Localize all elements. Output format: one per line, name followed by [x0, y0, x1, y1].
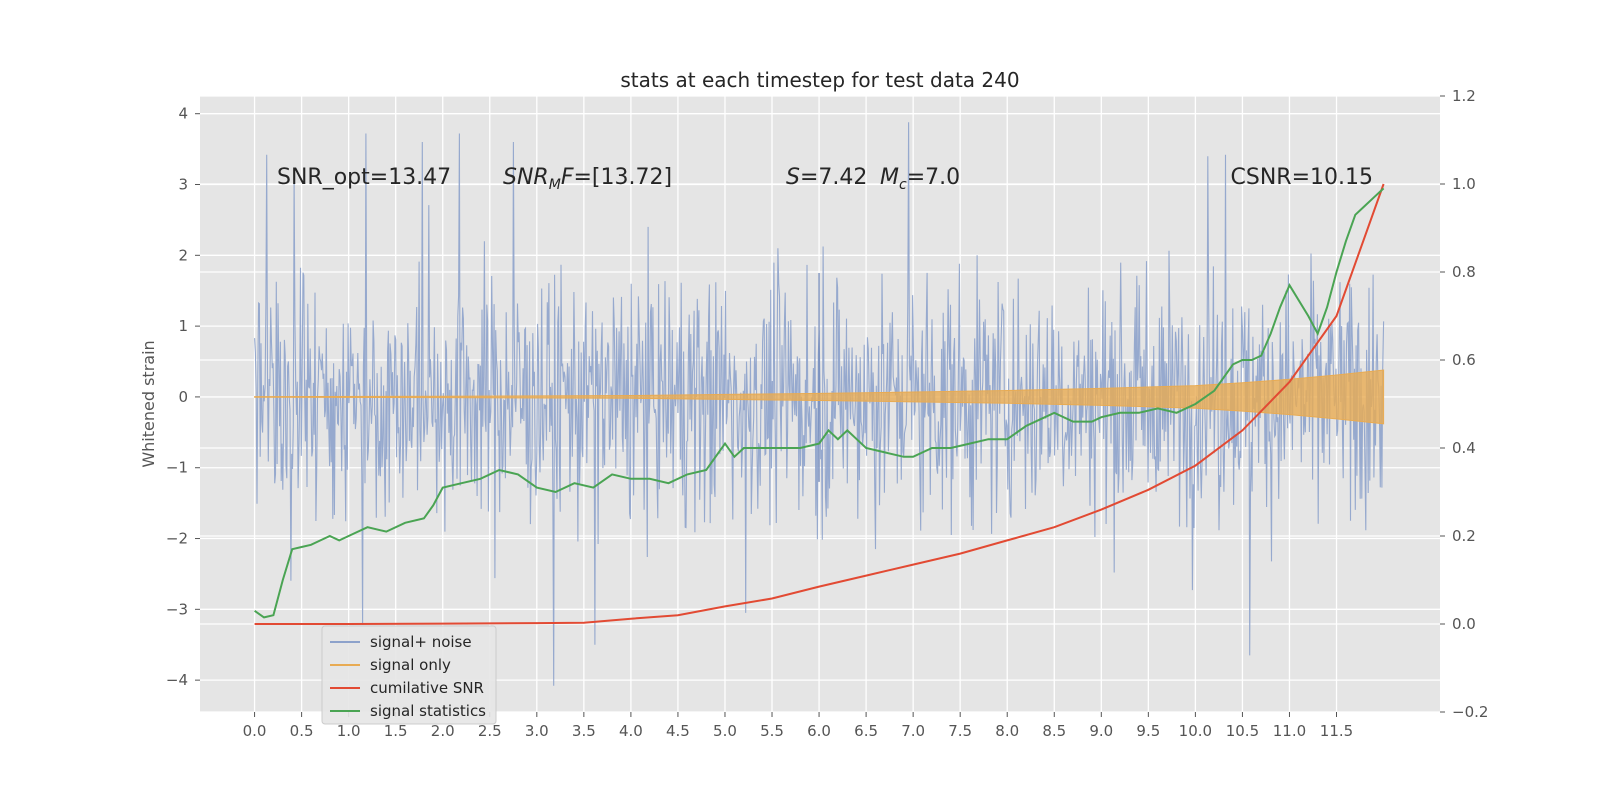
- signal-statistics-line: [254, 187, 1385, 619]
- y2-tick-label: 0.6: [1452, 351, 1476, 369]
- x-tick-label: 2.0: [431, 722, 455, 740]
- x-tick-label: 1.0: [337, 722, 361, 740]
- x-tick-label: 5.0: [713, 722, 737, 740]
- signal-noise-series: [254, 122, 1385, 686]
- x-tick-label: 6.5: [854, 722, 878, 740]
- x-tick-label: 10.5: [1226, 722, 1259, 740]
- x-axis: 0.0 0.5 1.0 1.5 2.0 2.5 3.0 3.5 4.0 4.5 5.0 5.5 6.0 6…: [243, 712, 1353, 740]
- x-tick-label: 11.0: [1273, 722, 1306, 740]
- signal-only-envelope: [254, 369, 1385, 425]
- y-tick-label: 4: [178, 105, 188, 123]
- annotation-s-value: =7.42: [800, 165, 867, 190]
- annotation-snr-mf-base: SNR: [503, 165, 549, 190]
- cumulative-snr-line: [254, 183, 1385, 625]
- y-axis-left: 4 3 2 1 0 −1 −2 −3 −4: [166, 105, 200, 689]
- signal-statistics-series: [254, 187, 1385, 619]
- x-tick-label: 0.5: [290, 722, 314, 740]
- x-tick-label: 4.0: [619, 722, 643, 740]
- y2-tick-label: 0.2: [1452, 527, 1476, 545]
- cumulative-snr-series: [254, 183, 1385, 625]
- x-tick-label: 2.5: [478, 722, 502, 740]
- chart-title: stats at each timestep for test data 240: [620, 68, 1019, 92]
- y-tick-label: 3: [178, 176, 188, 194]
- annotation-snr-mf-f: F: [561, 165, 574, 190]
- x-tick-label: 7.0: [901, 722, 925, 740]
- annotation-s-var: S: [786, 165, 800, 190]
- y-tick-label: −4: [166, 671, 188, 689]
- y2-tick-label: −0.2: [1452, 703, 1488, 721]
- x-tick-label: 7.5: [948, 722, 972, 740]
- annotation-snr-mf-sub: M: [549, 177, 561, 193]
- legend: signal+ noise signal only cumilative SNR si…: [321, 625, 497, 725]
- annotation-snr-opt: SNR_opt=13.47: [277, 165, 451, 190]
- x-tick-label: 1.5: [384, 722, 408, 740]
- annotation-snr-mf-rest: =[13.72]: [573, 165, 672, 190]
- annotation-mc-value: =7.0: [907, 165, 960, 190]
- legend-label: signal statistics: [370, 702, 486, 720]
- x-tick-label: 3.5: [572, 722, 596, 740]
- x-tick-label: 8.5: [1042, 722, 1066, 740]
- legend-label: cumilative SNR: [370, 679, 484, 697]
- y-tick-label: −2: [166, 530, 188, 548]
- x-tick-label: 9.0: [1089, 722, 1113, 740]
- x-tick-label: 3.0: [525, 722, 549, 740]
- y2-tick-label: 1.0: [1452, 175, 1476, 193]
- annotation-s: S=7.42: [786, 165, 867, 190]
- y2-tick-label: 1.2: [1452, 87, 1476, 105]
- y-axis-right: 1.2 1.0 0.8 0.6 0.4 0.2 0.0 −0.2: [1440, 87, 1488, 721]
- annotation-snr-mf: SNRMF=[13.72]: [503, 165, 672, 193]
- y-tick-label: −1: [166, 459, 188, 477]
- legend-box: [321, 625, 497, 725]
- y-axis-label: Whitened strain: [139, 340, 158, 467]
- x-tick-label: 4.5: [666, 722, 690, 740]
- y2-tick-label: 0.4: [1452, 439, 1476, 457]
- y2-tick-label: 0.8: [1452, 263, 1476, 281]
- y-tick-label: 1: [178, 317, 188, 335]
- annotation-mc-sub: c: [899, 177, 907, 193]
- signal-only-series: [254, 369, 1385, 425]
- y2-tick-label: 0.0: [1452, 615, 1476, 633]
- annotation-mc: Mc=7.0: [880, 165, 960, 193]
- x-tick-label: 9.5: [1136, 722, 1160, 740]
- x-tick-label: 0.0: [243, 722, 267, 740]
- x-tick-label: 5.5: [760, 722, 784, 740]
- x-tick-label: 8.0: [995, 722, 1019, 740]
- annotation-csnr: CSNR=10.15: [1231, 165, 1373, 190]
- y-tick-label: −3: [166, 600, 188, 618]
- x-tick-label: 10.0: [1179, 722, 1212, 740]
- x-tick-label: 6.0: [807, 722, 831, 740]
- y-tick-label: 0: [178, 388, 188, 406]
- legend-label: signal only: [370, 656, 451, 674]
- y-tick-label: 2: [178, 246, 188, 264]
- annotation-mc-var: M: [880, 165, 899, 190]
- legend-label: signal+ noise: [370, 633, 472, 651]
- x-tick-label: 11.5: [1320, 722, 1353, 740]
